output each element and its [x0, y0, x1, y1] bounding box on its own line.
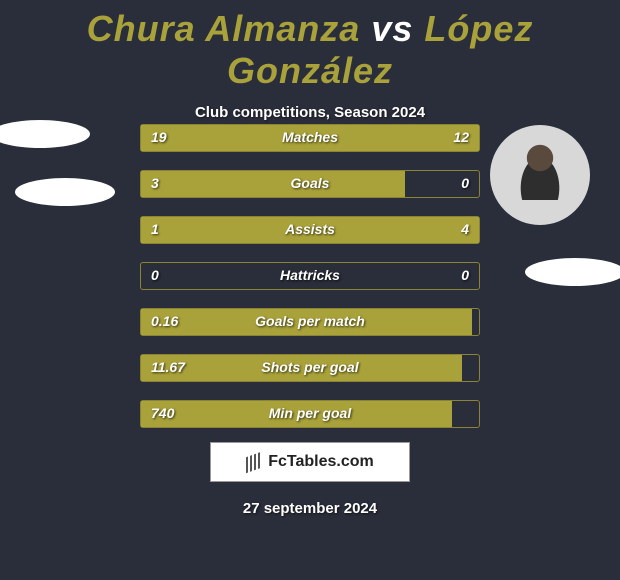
- stat-value-right: 12: [453, 129, 469, 145]
- stats-container: 19Matches123Goals01Assists40Hattricks00.…: [140, 124, 480, 446]
- player2-avatar: [490, 125, 590, 225]
- player1-name: Chura Almanza: [87, 8, 361, 49]
- stat-label: Assists: [141, 221, 479, 237]
- decorative-pill: [15, 178, 115, 206]
- brand-icon: [246, 451, 264, 474]
- brand-text: FcTables.com: [268, 453, 374, 471]
- stat-row: 19Matches12: [140, 124, 480, 152]
- stat-value-right: 4: [461, 221, 469, 237]
- page-title: Chura Almanza vs López González: [0, 0, 620, 92]
- stat-row: 740Min per goal: [140, 400, 480, 428]
- stat-label: Hattricks: [141, 267, 479, 283]
- stat-value-right: 0: [461, 175, 469, 191]
- stat-row: 0.16Goals per match: [140, 308, 480, 336]
- stat-label: Matches: [141, 129, 479, 145]
- subtitle: Club competitions, Season 2024: [0, 104, 620, 121]
- stat-label: Goals per match: [141, 313, 479, 329]
- stat-label: Shots per goal: [141, 359, 479, 375]
- stat-row: 0Hattricks0: [140, 262, 480, 290]
- stat-label: Goals: [141, 175, 479, 191]
- vs-text: vs: [371, 8, 413, 49]
- stat-row: 1Assists4: [140, 216, 480, 244]
- stat-value-right: 0: [461, 267, 469, 283]
- decorative-pill: [525, 258, 620, 286]
- date-text: 27 september 2024: [0, 500, 620, 517]
- stat-row: 11.67Shots per goal: [140, 354, 480, 382]
- stat-label: Min per goal: [141, 405, 479, 421]
- brand-box: FcTables.com: [210, 442, 410, 482]
- decorative-pill: [0, 120, 90, 148]
- stat-row: 3Goals0: [140, 170, 480, 198]
